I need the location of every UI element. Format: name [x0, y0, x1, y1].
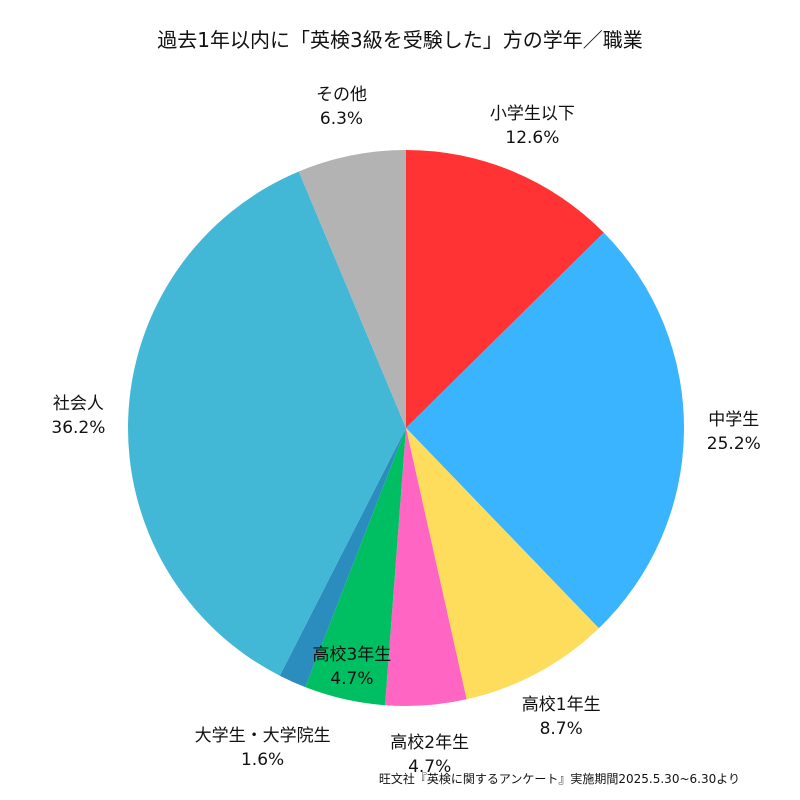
- slice-percentage: 6.3%: [319, 108, 364, 129]
- slice-percentage: 36.2%: [51, 417, 106, 438]
- slice-label: 高校1年生 8.7%: [522, 693, 601, 741]
- slice-label: その他 6.3%: [316, 83, 367, 131]
- slice-percentage: 25.2%: [706, 434, 761, 455]
- slice-label: 高校2年生 4.7%: [390, 731, 469, 779]
- slice-label: 中学生 25.2%: [707, 408, 761, 456]
- pie-slice: [298, 150, 406, 428]
- slice-percentage: 4.7%: [408, 756, 452, 777]
- pie-slice: [385, 428, 467, 706]
- pie-slice: [406, 428, 599, 700]
- pie-slice: [305, 428, 406, 706]
- slice-label: 大学生・大学院生 1.6%: [195, 724, 331, 772]
- slice-label: 高校3年生 4.7%: [312, 643, 391, 691]
- pie-slice: [279, 428, 406, 688]
- chart-title: 過去1年以内に「英検3級を受験した」方の学年／職業: [157, 28, 643, 52]
- slice-name: 小学生以下: [489, 103, 575, 124]
- slice-label: 小学生以下 12.6%: [490, 102, 575, 150]
- slice-name: 社会人: [52, 393, 104, 414]
- slice-name: その他: [316, 84, 367, 105]
- slice-percentage: 12.6%: [505, 127, 560, 148]
- slice-label: 社会人 36.2%: [51, 392, 105, 440]
- pie-slice: [406, 150, 604, 428]
- slice-name: 中学生: [708, 410, 760, 431]
- slice-name: 高校2年生: [390, 732, 470, 753]
- slice-name: 高校3年生: [312, 644, 392, 665]
- slice-percentage: 8.7%: [539, 718, 583, 739]
- pie-slice: [128, 171, 407, 676]
- slice-percentage: 4.7%: [330, 668, 374, 689]
- slice-percentage: 1.6%: [240, 750, 285, 771]
- source-note: 旺文社『英検に関するアンケート』実施期間2025.5.30~6.30より: [378, 772, 740, 786]
- pie-slice: [406, 232, 685, 629]
- slice-name: 大学生・大学院生: [194, 726, 331, 747]
- slice-name: 高校1年生: [521, 694, 601, 715]
